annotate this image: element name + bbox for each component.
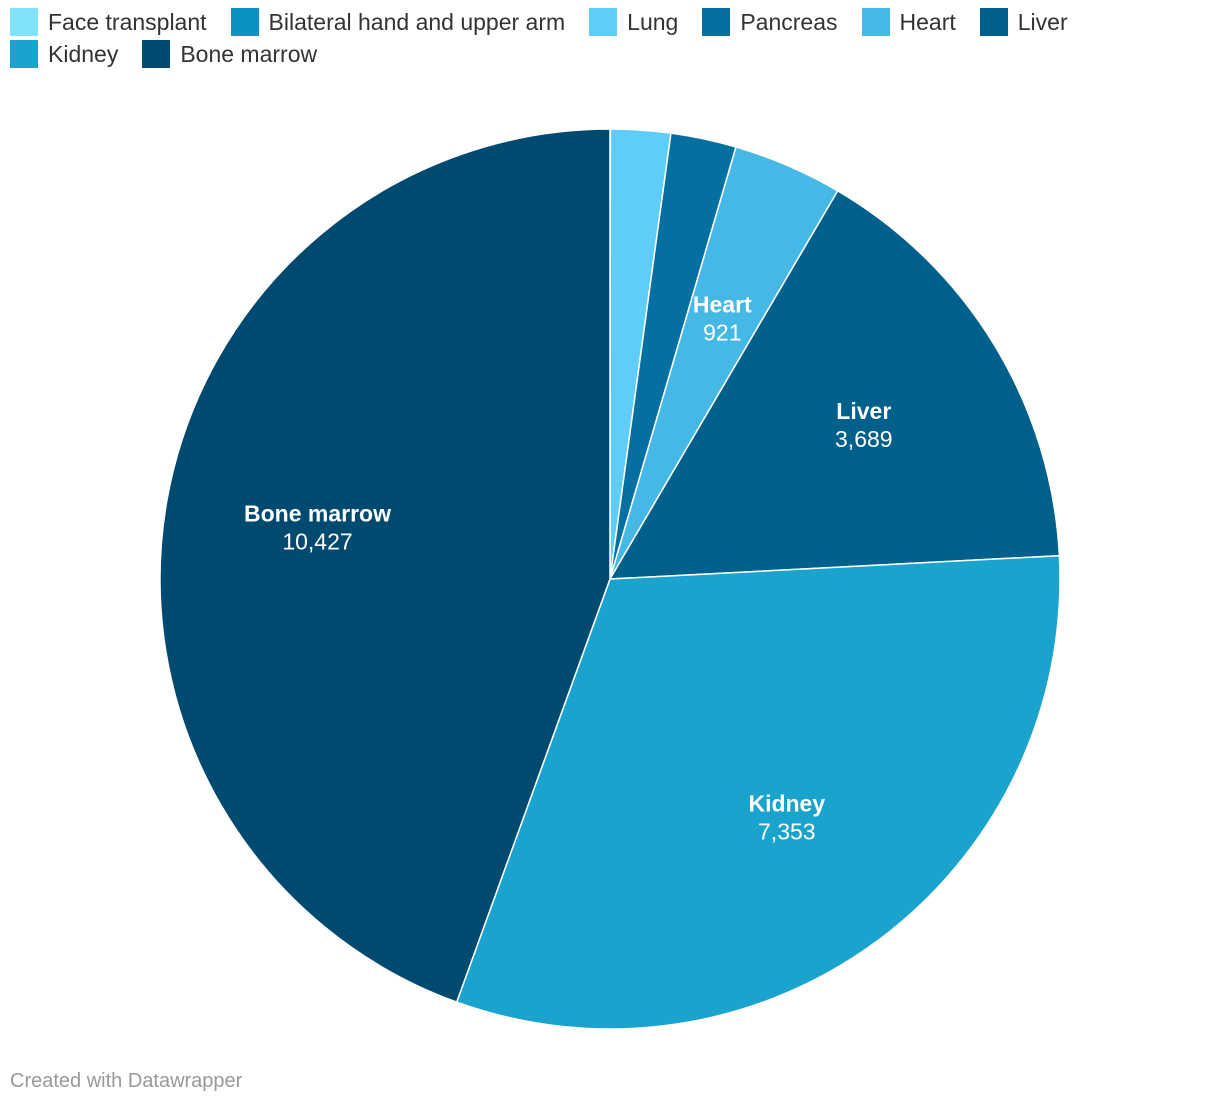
legend-item: Bilateral hand and upper arm	[230, 8, 566, 36]
legend-label: Heart	[899, 8, 956, 35]
legend-swatch	[861, 8, 890, 36]
chart-legend: Face transplant Bilateral hand and upper …	[10, 8, 1190, 68]
slice-name-label: Liver	[836, 398, 891, 424]
legend-item: Bone marrow	[142, 40, 317, 68]
legend-item: Lung	[589, 8, 678, 36]
legend-item: Liver	[979, 8, 1068, 36]
legend-label: Bone marrow	[180, 40, 318, 67]
legend-swatch	[142, 40, 171, 68]
legend-swatch	[979, 8, 1008, 36]
slice-name-label: Bone marrow	[244, 501, 391, 527]
legend-swatch	[10, 8, 38, 36]
legend-item: Kidney	[10, 40, 118, 68]
legend-label: Liver	[1017, 8, 1068, 35]
legend-swatch	[589, 8, 618, 36]
legend-item: Pancreas	[702, 8, 838, 36]
pie-slice	[609, 190, 1061, 580]
slice-name-label: Kidney	[748, 791, 825, 817]
footer-credit: Created with Datawrapper	[10, 1070, 243, 1092]
legend-label: Pancreas	[740, 8, 838, 35]
legend-item: Face transplant	[10, 8, 207, 36]
pie-slice	[455, 554, 1061, 1030]
slice-value-label: 7,353	[758, 819, 816, 845]
legend-label: Lung	[627, 8, 679, 35]
legend-swatch	[10, 40, 38, 68]
slice-value-label: 3,689	[835, 426, 893, 452]
slice-name-label: Heart	[693, 292, 752, 318]
slice-value-label: 10,427	[282, 529, 352, 555]
legend-item: Heart	[861, 8, 956, 36]
legend-swatch	[230, 8, 259, 36]
legend-swatch	[702, 8, 731, 36]
legend-label: Bilateral hand and upper arm	[268, 8, 566, 35]
pie-slice	[159, 128, 611, 1003]
legend-label: Kidney	[48, 40, 119, 67]
slice-value-label: 921	[703, 320, 741, 346]
legend-label: Face transplant	[48, 8, 207, 35]
